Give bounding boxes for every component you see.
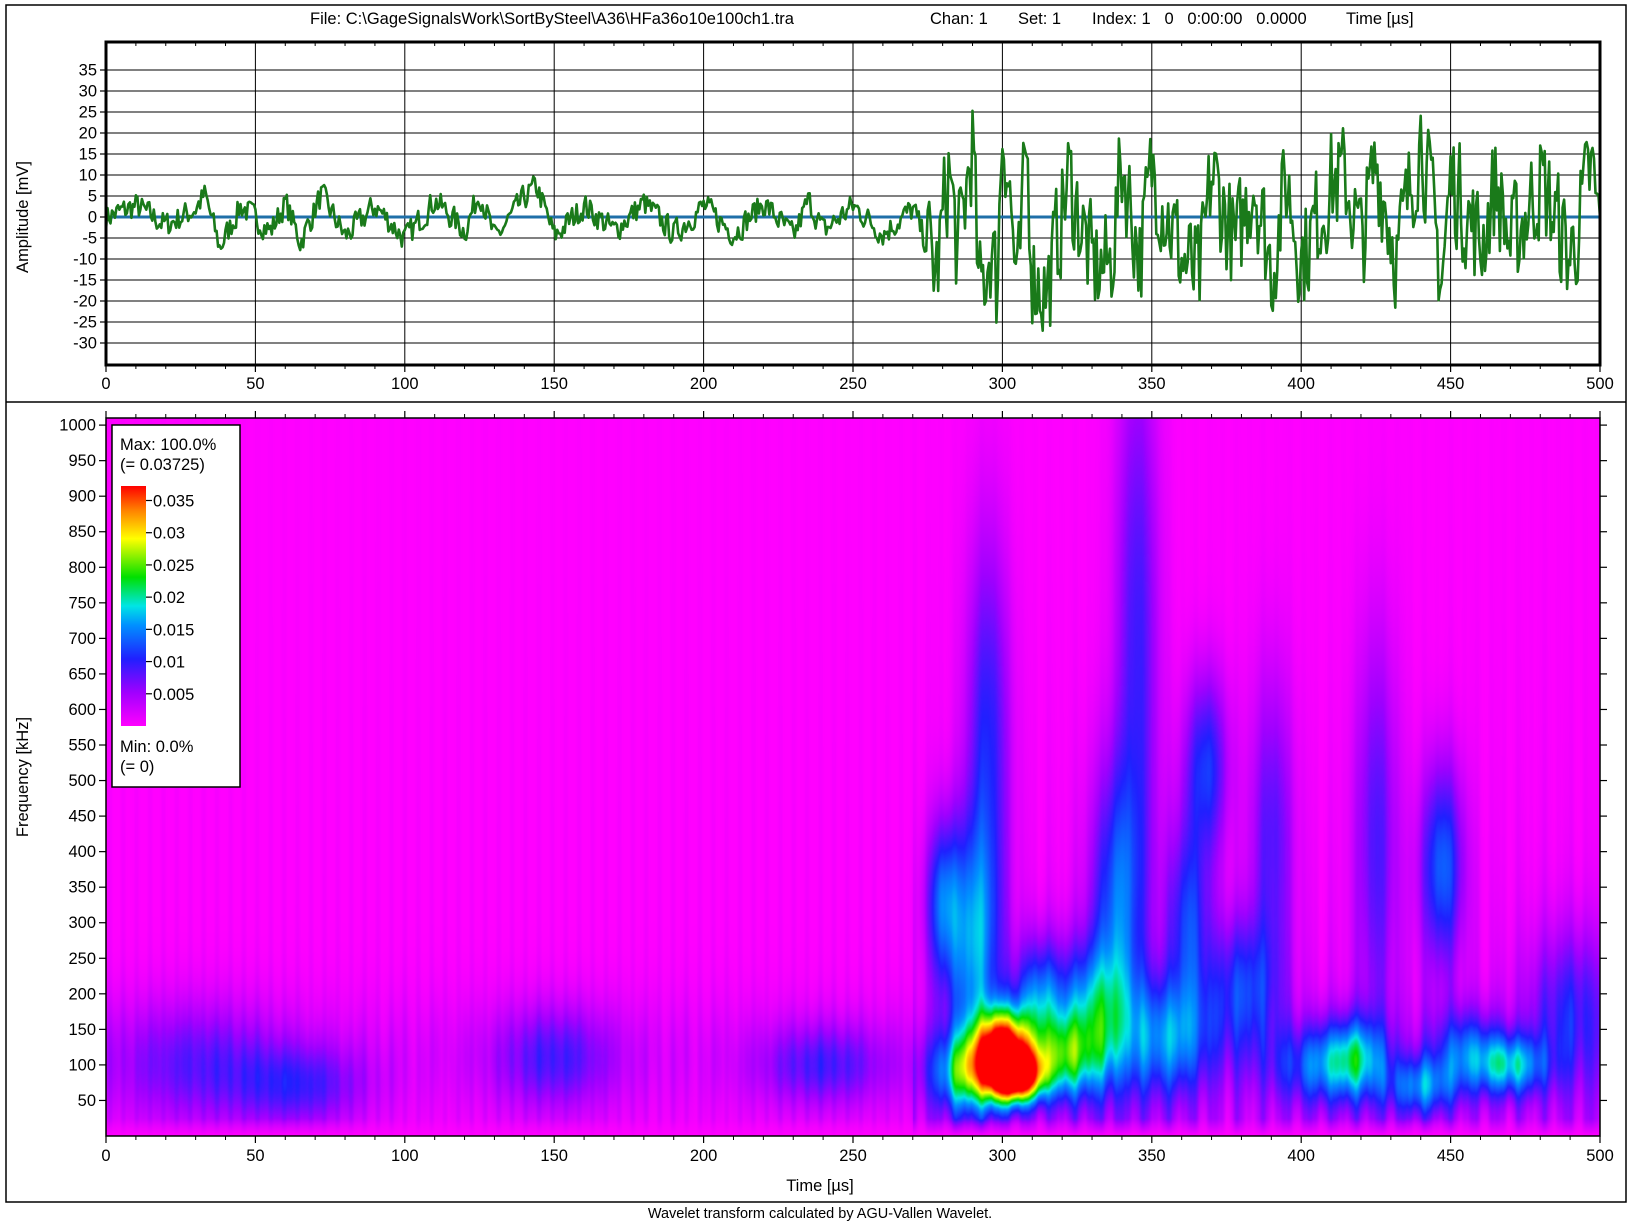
- header-index: Index: 1 0 0:00:00 0.0000: [1092, 10, 1307, 28]
- waveform-x-tick-label: 0: [101, 375, 110, 393]
- wavelet-x-tick-label: 200: [690, 1147, 718, 1165]
- waveform-y-axis: 35 30 25 20 15 10 5 0 -5 -10 -15 -20 -25 -30: [73, 62, 106, 353]
- wavelet-y-tick-label: 50: [78, 1092, 96, 1110]
- waveform-y-tick-label: 10: [79, 167, 97, 185]
- wavelet-x-tick-label: 450: [1437, 1147, 1465, 1165]
- waveform-y-tick-label: -10: [73, 251, 97, 269]
- wavelet-chart: 1000950900850800750700650600550500450400…: [14, 411, 1614, 1195]
- wavelet-y-tick-label: 200: [68, 985, 96, 1003]
- waveform-y-label: Amplitude [mV]: [14, 161, 32, 273]
- wavelet-y-tick-label: 450: [68, 808, 96, 826]
- waveform-x-tick-label: 250: [839, 375, 867, 393]
- wavelet-y-tick-label: 650: [68, 665, 96, 683]
- waveform-x-tick-label: 300: [989, 375, 1017, 393]
- wavelet-plot-frame: [105, 417, 1601, 1137]
- waveform-y-tick-label: 35: [79, 62, 97, 80]
- header-file-path: File: C:\GageSignalsWork\SortBySteel\A36…: [310, 10, 795, 28]
- waveform-x-tick-label: 350: [1138, 375, 1166, 393]
- wavelet-x-tick-label: 0: [101, 1147, 110, 1165]
- colorbar-tick-label: 0.005: [153, 686, 194, 704]
- wavelet-x-tick-label: 400: [1287, 1147, 1315, 1165]
- colorbar-gradient: [121, 486, 146, 726]
- wavelet-x-tick-label: 250: [839, 1147, 867, 1165]
- wavelet-y-tick-label: 600: [68, 701, 96, 719]
- header-time-unit: Time [µs]: [1346, 10, 1414, 28]
- waveform-y-tick-label: 5: [88, 188, 97, 206]
- wavelet-y-label: Frequency [kHz]: [14, 717, 32, 837]
- footer-credit: Wavelet transform calculated by AGU-Vall…: [648, 1206, 992, 1222]
- wavelet-x-tick-label: 150: [540, 1147, 568, 1165]
- colorbar-min-label: Min: 0.0%: [120, 738, 194, 756]
- header-chan: Chan: 1: [930, 10, 988, 28]
- colorbar-tick-label: 0.01: [153, 654, 185, 672]
- wavelet-y-tick-label: 500: [68, 772, 96, 790]
- wavelet-x-tick-label: 500: [1586, 1147, 1614, 1165]
- outer-frame: [5, 4, 1627, 1203]
- waveform-y-tick-label: -20: [73, 293, 97, 311]
- wavelet-y-axis: 1000 950 900 850 800 750 700 650 600 550 500 450 400…: [59, 417, 1607, 1110]
- waveform-y-tick-label: 20: [79, 125, 97, 143]
- colorbar-tick-label: 0.025: [153, 557, 194, 575]
- wavelet-y-tick-label: 950: [68, 452, 96, 470]
- waveform-plot-frame: [104, 40, 1602, 367]
- colorbar-max-value: (= 0.03725): [120, 456, 205, 474]
- waveform-y-tick-label: -5: [82, 230, 97, 248]
- wavelet-x-tick-label: 50: [246, 1147, 264, 1165]
- colorbar-tick-label: 0.02: [153, 589, 185, 607]
- waveform-x-tick-label: 100: [391, 375, 419, 393]
- wavelet-heatmap-area: [106, 418, 1600, 1136]
- colorbar-tick-label: 0.035: [153, 492, 194, 510]
- wavelet-y-tick-label: 250: [68, 950, 96, 968]
- waveform-y-tick-label: -25: [73, 314, 97, 332]
- wavelet-y-tick-label: 850: [68, 523, 96, 541]
- waveform-y-tick-label: -15: [73, 272, 97, 290]
- wavelet-x-tick-label: 350: [1138, 1147, 1166, 1165]
- wavelet-y-tick-label: 800: [68, 559, 96, 577]
- wavelet-x-label: Time [µs]: [786, 1177, 854, 1195]
- waveform-x-tick-label: 50: [246, 375, 264, 393]
- waveform-x-tick-label: 200: [690, 375, 718, 393]
- wavelet-x-tick-label: 300: [989, 1147, 1017, 1165]
- waveform-series-line: [104, 109, 1602, 332]
- wavelet-x-tick-label: 100: [391, 1147, 419, 1165]
- colorbar-legend: Max: 100.0% (= 0.03725) 0.0350.030.0250.…: [111, 424, 241, 788]
- wavelet-y-tick-label: 750: [68, 594, 96, 612]
- wavelet-y-tick-label: 150: [68, 1021, 96, 1039]
- wavelet-y-tick-label: 700: [68, 630, 96, 648]
- waveform-y-tick-label: -30: [73, 335, 97, 353]
- wavelet-y-tick-label: 400: [68, 843, 96, 861]
- waveform-y-tick-label: 25: [79, 104, 97, 122]
- waveform-y-tick-label: 30: [79, 83, 97, 101]
- colorbar-tick-label: 0.03: [153, 525, 185, 543]
- waveform-y-tick-label: 0: [88, 209, 97, 227]
- wavelet-y-tick-label: 900: [68, 488, 96, 506]
- colorbar-tick-label: 0.015: [153, 621, 194, 639]
- waveform-y-tick-label: 15: [79, 146, 97, 164]
- waveform-x-tick-label: 150: [540, 375, 568, 393]
- wavelet-y-tick-label: 350: [68, 879, 96, 897]
- wavelet-y-tick-label: 300: [68, 914, 96, 932]
- waveform-x-tick-label: 450: [1437, 375, 1465, 393]
- colorbar-min-value: (= 0): [120, 758, 154, 776]
- header-set: Set: 1: [1018, 10, 1061, 28]
- waveform-grid: [105, 42, 1601, 365]
- colorbar-max-label: Max: 100.0%: [120, 436, 217, 454]
- wavelet-y-tick-label: 550: [68, 737, 96, 755]
- colorbar-ticks: 0.035 0.03 0.025 0.02 0.015 0.01 0.005: [146, 492, 194, 704]
- waveform-x-tick-label: 400: [1287, 375, 1315, 393]
- waveform-x-tick-label: 500: [1586, 375, 1614, 393]
- wavelet-y-tick-label: 100: [68, 1056, 96, 1074]
- wavelet-y-tick-label: 1000: [59, 417, 96, 435]
